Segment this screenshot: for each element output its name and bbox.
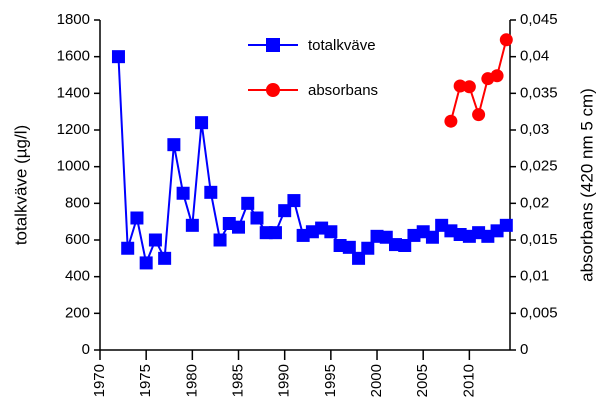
point xyxy=(111,50,125,64)
y2-tick-label: 0,035 xyxy=(520,84,558,101)
x-tick-label: 2000 xyxy=(368,364,385,397)
x-tick-label: 2005 xyxy=(414,364,431,397)
point xyxy=(398,239,412,252)
point xyxy=(158,251,172,265)
point xyxy=(268,226,282,240)
point xyxy=(444,114,458,128)
point xyxy=(176,186,190,200)
point xyxy=(167,138,181,152)
y2-axis-label: absorbans (420 nm 5 cm) xyxy=(577,88,596,282)
point xyxy=(287,194,301,208)
point xyxy=(472,108,486,122)
y-tick-label: 600 xyxy=(65,231,90,248)
point xyxy=(130,211,144,225)
x-tick-label: 1970 xyxy=(91,364,108,397)
y-axis-label: totalkväve (µg/l) xyxy=(11,125,30,245)
point xyxy=(278,204,292,218)
point xyxy=(324,225,338,239)
point xyxy=(204,185,218,199)
y-tick-label: 1800 xyxy=(57,11,90,28)
point xyxy=(499,33,513,47)
point xyxy=(148,233,162,247)
legend-label: totalkväve xyxy=(308,37,376,54)
point xyxy=(185,218,199,232)
point xyxy=(361,241,375,255)
y2-tick-label: 0,045 xyxy=(520,11,558,28)
y2-tick-label: 0,04 xyxy=(520,48,549,65)
y-tick-label: 1200 xyxy=(57,121,90,138)
point xyxy=(490,69,504,83)
point xyxy=(499,218,513,232)
point xyxy=(352,251,366,265)
point xyxy=(462,80,476,94)
legend-label: absorbans xyxy=(308,82,378,99)
legend: totalkväve absorbans xyxy=(248,37,378,99)
y2-tick-label: 0,03 xyxy=(520,121,549,138)
x-tick-label: 2010 xyxy=(460,364,477,397)
point xyxy=(425,230,439,244)
y2-tick-label: 0 xyxy=(520,341,528,358)
y2-tick-label: 0,015 xyxy=(520,231,558,248)
point xyxy=(250,211,264,225)
x-tick-label: 1975 xyxy=(137,364,154,397)
point xyxy=(342,240,356,254)
y2-tick-label: 0,02 xyxy=(520,194,549,211)
x-tick-label: 1990 xyxy=(276,364,293,397)
y-tick-label: 1600 xyxy=(57,48,90,65)
x-tick-label: 1980 xyxy=(183,364,200,397)
y-tick-label: 1400 xyxy=(57,84,90,101)
point xyxy=(213,233,227,247)
point xyxy=(121,241,135,255)
x-tick-label: 1995 xyxy=(322,364,339,397)
legend-marker xyxy=(266,38,280,52)
legend-marker xyxy=(266,83,280,97)
y2-tick-label: 0,025 xyxy=(520,158,558,175)
point xyxy=(195,116,209,130)
point xyxy=(139,256,153,270)
y-tick-label: 400 xyxy=(65,268,90,285)
y-tick-label: 1000 xyxy=(57,158,90,175)
y-tick-label: 200 xyxy=(65,304,90,321)
y-tick-label: 0 xyxy=(82,341,90,358)
y2-tick-label: 0,005 xyxy=(520,304,558,321)
x-tick-label: 1985 xyxy=(229,364,246,397)
point xyxy=(241,196,255,210)
y-tick-label: 800 xyxy=(65,194,90,211)
point xyxy=(232,220,246,234)
y2-tick-label: 0,01 xyxy=(520,268,549,285)
